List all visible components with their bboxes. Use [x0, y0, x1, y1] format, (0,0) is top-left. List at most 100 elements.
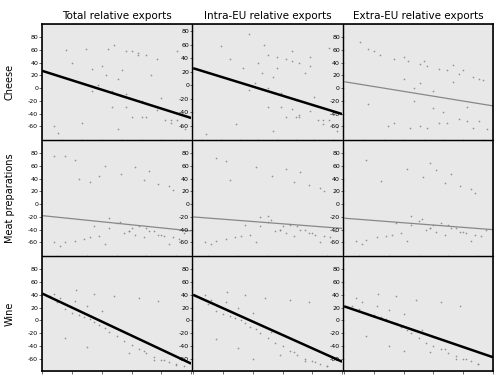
Point — [352, 295, 360, 301]
Point — [254, 60, 262, 66]
Point — [131, 232, 139, 238]
Point — [165, 241, 173, 247]
Point — [382, 316, 390, 322]
Point — [352, 238, 360, 244]
Point — [407, 213, 415, 219]
Point — [316, 239, 324, 245]
Point — [68, 310, 76, 316]
Point — [397, 231, 405, 237]
Point — [105, 225, 113, 231]
Point — [237, 317, 245, 323]
Point — [122, 104, 130, 110]
Point — [197, 295, 205, 301]
Point — [204, 302, 212, 307]
Point — [125, 350, 133, 356]
Point — [83, 303, 91, 309]
Point — [62, 47, 70, 53]
Point — [278, 343, 286, 349]
Point — [441, 180, 449, 186]
Point — [80, 314, 88, 320]
Point — [61, 153, 69, 159]
Point — [146, 228, 154, 234]
Point — [202, 130, 210, 136]
Point — [479, 77, 487, 83]
Point — [447, 225, 455, 231]
Point — [467, 186, 475, 192]
Point — [128, 342, 136, 348]
Point — [271, 228, 279, 234]
Point — [358, 241, 366, 247]
Point — [397, 324, 405, 330]
Point — [222, 236, 230, 242]
Point — [71, 298, 79, 304]
Point — [154, 56, 162, 62]
Point — [293, 352, 301, 358]
Point — [435, 66, 443, 72]
Point — [155, 181, 163, 187]
Point — [181, 126, 189, 132]
Point — [305, 182, 313, 188]
Point — [392, 293, 400, 299]
Point — [392, 321, 400, 327]
Point — [86, 316, 94, 322]
Point — [46, 293, 54, 299]
Point — [120, 338, 128, 344]
Point — [412, 297, 419, 303]
Point — [234, 345, 242, 351]
Point — [54, 130, 62, 136]
Point — [219, 311, 227, 317]
Point — [332, 124, 340, 130]
Point — [231, 234, 239, 240]
Point — [125, 228, 133, 234]
Point — [135, 295, 143, 301]
Point — [414, 335, 422, 341]
Point — [90, 291, 98, 297]
Point — [370, 48, 378, 54]
Point — [441, 346, 449, 352]
Point — [227, 177, 235, 183]
Point — [382, 233, 390, 239]
Point — [320, 189, 328, 195]
Point — [158, 94, 166, 100]
Point — [102, 72, 110, 78]
Point — [301, 226, 309, 232]
Point — [475, 118, 483, 124]
Point — [82, 46, 90, 52]
Text: Wine: Wine — [5, 302, 15, 326]
Point — [275, 226, 283, 232]
Point — [288, 106, 296, 112]
Point — [122, 48, 130, 54]
Point — [435, 120, 443, 126]
Point — [143, 225, 151, 231]
Point — [142, 52, 150, 58]
Point — [325, 45, 333, 51]
Point — [347, 303, 355, 309]
Point — [443, 67, 451, 73]
Point — [61, 335, 69, 341]
Point — [261, 295, 269, 301]
Point — [310, 94, 318, 100]
Point — [271, 340, 279, 346]
Point — [158, 232, 166, 238]
Point — [362, 237, 370, 243]
Point — [377, 314, 385, 320]
Point — [410, 98, 417, 104]
Point — [385, 343, 393, 349]
Point — [113, 220, 121, 226]
Point — [256, 224, 264, 230]
Point — [290, 179, 298, 185]
Point — [108, 88, 116, 94]
Point — [370, 312, 378, 318]
Point — [88, 66, 96, 72]
Point — [426, 349, 434, 355]
Point — [98, 308, 106, 314]
Point — [173, 117, 181, 123]
Point — [471, 232, 479, 238]
Point — [143, 350, 151, 356]
Point — [169, 234, 177, 240]
Point — [245, 32, 253, 38]
Point — [406, 124, 414, 130]
Point — [482, 226, 490, 232]
Point — [459, 229, 467, 235]
Point — [50, 123, 58, 129]
